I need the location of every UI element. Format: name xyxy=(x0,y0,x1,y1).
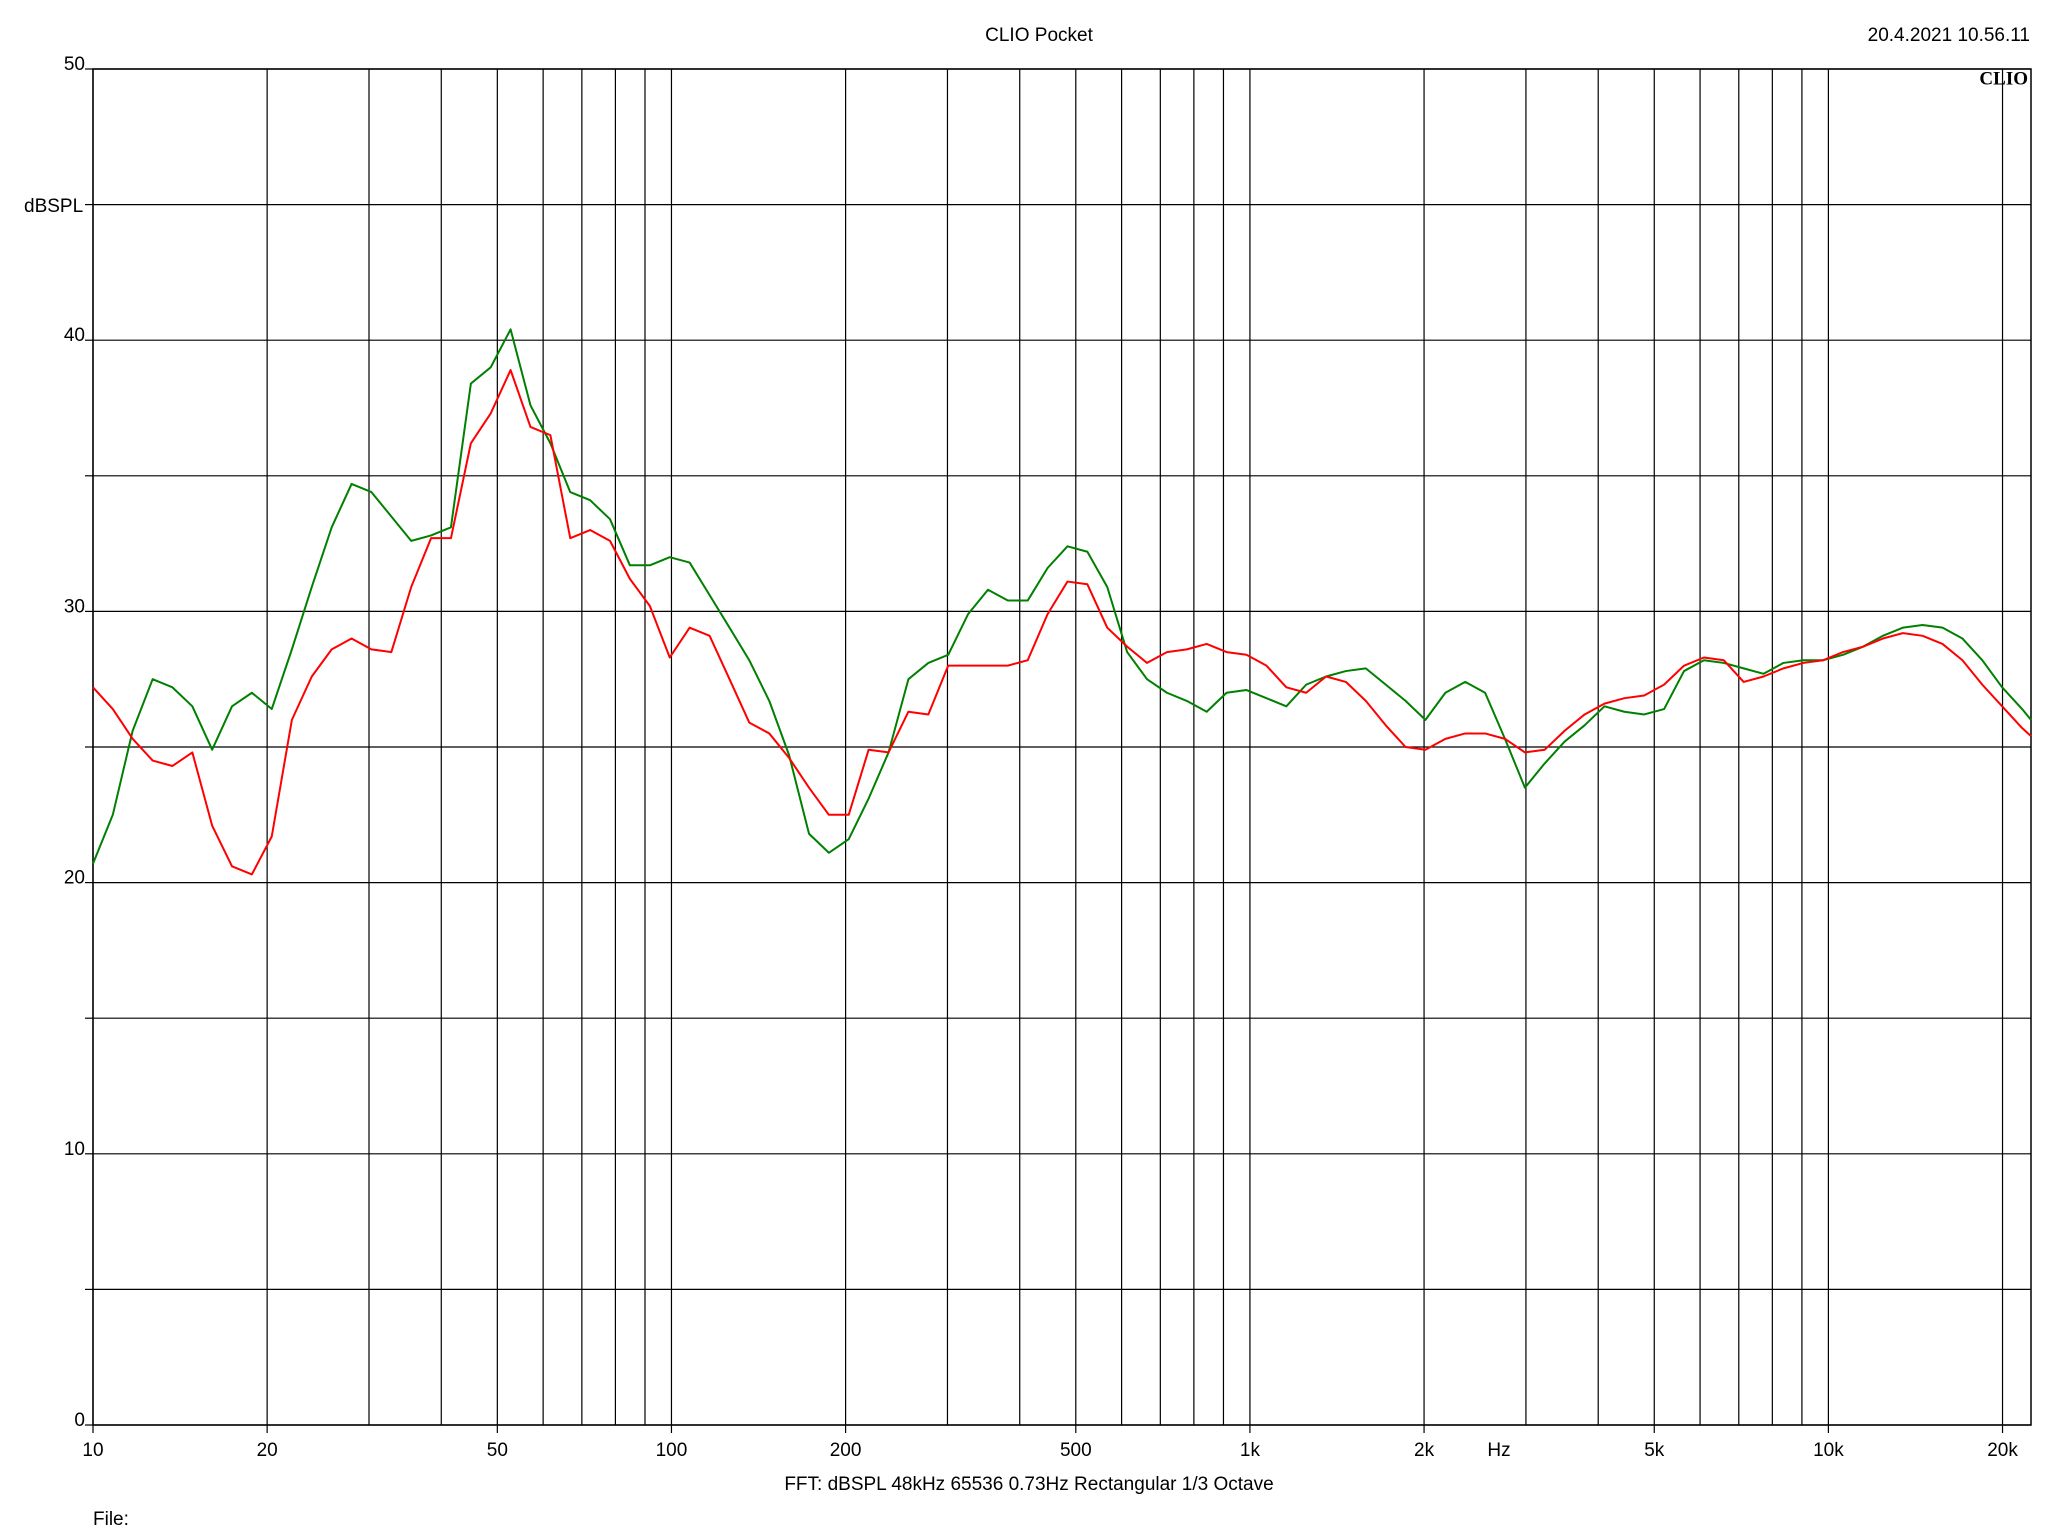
x-tick-label: 200 xyxy=(830,1440,862,1461)
x-tick-label: 20k xyxy=(1987,1440,2018,1461)
y-tick-label: 50 xyxy=(64,54,85,75)
x-tick-label: 50 xyxy=(487,1440,508,1461)
series-line xyxy=(92,369,2032,876)
x-tick-label: 5k xyxy=(1644,1440,1665,1461)
x-tick-label: 100 xyxy=(656,1440,688,1461)
y-tick-label: 0 xyxy=(74,1410,85,1431)
x-tick-label: 10k xyxy=(1813,1440,1844,1461)
timestamp: 20.4.2021 10.56.11 xyxy=(1868,25,2030,46)
y-tick-label: 40 xyxy=(64,325,85,346)
plot-frame xyxy=(92,68,2032,1426)
x-axis-label: Hz xyxy=(1487,1440,1510,1461)
y-tick-label: 30 xyxy=(64,596,85,617)
x-tick-label: 20 xyxy=(257,1440,278,1461)
chart-title: CLIO Pocket xyxy=(985,25,1093,46)
y-tick-label: 20 xyxy=(64,868,85,889)
x-tick-label: 2k xyxy=(1414,1440,1435,1461)
file-label: File: xyxy=(93,1509,129,1530)
y-axis-label: dBSPL xyxy=(24,196,83,217)
series-line xyxy=(92,328,2032,864)
y-tick-label: 10 xyxy=(64,1139,85,1160)
x-tick-label: 10 xyxy=(82,1440,103,1461)
x-tick-label: 1k xyxy=(1240,1440,1261,1461)
x-tick-label: 500 xyxy=(1060,1440,1092,1461)
footer: FFT: dBSPL 48kHz 65536 0.73Hz Rectangula… xyxy=(784,1474,1273,1495)
logo: CLIO xyxy=(1979,68,2028,89)
